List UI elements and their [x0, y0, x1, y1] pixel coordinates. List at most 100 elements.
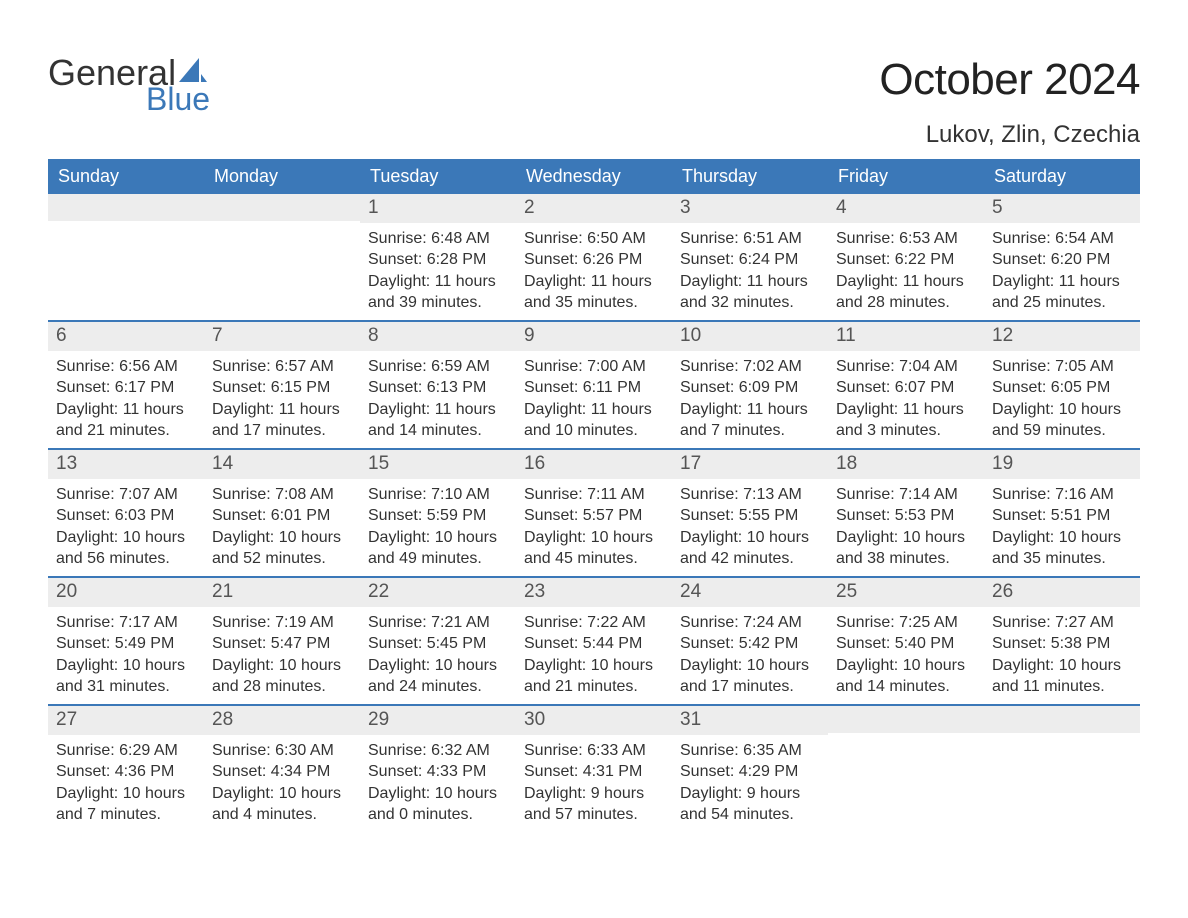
- day-number: 11: [828, 322, 984, 351]
- day-body: Sunrise: 6:48 AMSunset: 6:28 PMDaylight:…: [360, 223, 516, 319]
- sunrise-line: Sunrise: 7:24 AM: [680, 613, 820, 634]
- sunrise-line: Sunrise: 7:07 AM: [56, 485, 196, 506]
- day-number: 13: [48, 450, 204, 479]
- sunset-line: Sunset: 5:42 PM: [680, 634, 820, 655]
- day-cell: 4Sunrise: 6:53 AMSunset: 6:22 PMDaylight…: [828, 194, 984, 320]
- day-cell: 1Sunrise: 6:48 AMSunset: 6:28 PMDaylight…: [360, 194, 516, 320]
- sunset-line: Sunset: 6:17 PM: [56, 378, 196, 399]
- sunset-line: Sunset: 6:05 PM: [992, 378, 1132, 399]
- location: Lukov, Zlin, Czechia: [879, 121, 1140, 149]
- sunset-line: Sunset: 4:29 PM: [680, 762, 820, 783]
- daylight-line: Daylight: 10 hours and 28 minutes.: [212, 656, 352, 698]
- sunset-line: Sunset: 4:34 PM: [212, 762, 352, 783]
- day-number: 14: [204, 450, 360, 479]
- day-number: 9: [516, 322, 672, 351]
- sunset-line: Sunset: 6:13 PM: [368, 378, 508, 399]
- day-body: Sunrise: 7:07 AMSunset: 6:03 PMDaylight:…: [48, 479, 204, 575]
- sunrise-line: Sunrise: 7:10 AM: [368, 485, 508, 506]
- day-cell: 16Sunrise: 7:11 AMSunset: 5:57 PMDayligh…: [516, 450, 672, 576]
- daylight-line: Daylight: 11 hours and 3 minutes.: [836, 400, 976, 442]
- sunrise-line: Sunrise: 6:57 AM: [212, 357, 352, 378]
- day-body: Sunrise: 6:29 AMSunset: 4:36 PMDaylight:…: [48, 735, 204, 831]
- weekday-header-row: SundayMondayTuesdayWednesdayThursdayFrid…: [48, 159, 1140, 194]
- brand-text-blue: Blue: [146, 83, 210, 115]
- sunset-line: Sunset: 5:44 PM: [524, 634, 664, 655]
- weekday-header: Monday: [204, 159, 360, 194]
- day-number: 7: [204, 322, 360, 351]
- day-number: 2: [516, 194, 672, 223]
- day-number: 29: [360, 706, 516, 735]
- day-cell: [984, 706, 1140, 832]
- day-body: Sunrise: 6:30 AMSunset: 4:34 PMDaylight:…: [204, 735, 360, 831]
- sunset-line: Sunset: 4:36 PM: [56, 762, 196, 783]
- sunrise-line: Sunrise: 7:21 AM: [368, 613, 508, 634]
- day-body: Sunrise: 7:17 AMSunset: 5:49 PMDaylight:…: [48, 607, 204, 703]
- day-number: 15: [360, 450, 516, 479]
- day-cell: 20Sunrise: 7:17 AMSunset: 5:49 PMDayligh…: [48, 578, 204, 704]
- day-cell: 31Sunrise: 6:35 AMSunset: 4:29 PMDayligh…: [672, 706, 828, 832]
- day-body: Sunrise: 6:50 AMSunset: 6:26 PMDaylight:…: [516, 223, 672, 319]
- sunset-line: Sunset: 5:38 PM: [992, 634, 1132, 655]
- day-body: Sunrise: 7:00 AMSunset: 6:11 PMDaylight:…: [516, 351, 672, 447]
- day-cell: 3Sunrise: 6:51 AMSunset: 6:24 PMDaylight…: [672, 194, 828, 320]
- day-number: 21: [204, 578, 360, 607]
- daylight-line: Daylight: 10 hours and 56 minutes.: [56, 528, 196, 570]
- sunrise-line: Sunrise: 6:29 AM: [56, 741, 196, 762]
- week-row: 13Sunrise: 7:07 AMSunset: 6:03 PMDayligh…: [48, 448, 1140, 576]
- day-cell: 27Sunrise: 6:29 AMSunset: 4:36 PMDayligh…: [48, 706, 204, 832]
- sunset-line: Sunset: 6:28 PM: [368, 250, 508, 271]
- day-body: Sunrise: 7:02 AMSunset: 6:09 PMDaylight:…: [672, 351, 828, 447]
- weekday-header: Tuesday: [360, 159, 516, 194]
- day-body: Sunrise: 7:14 AMSunset: 5:53 PMDaylight:…: [828, 479, 984, 575]
- sunset-line: Sunset: 6:03 PM: [56, 506, 196, 527]
- sunrise-line: Sunrise: 6:35 AM: [680, 741, 820, 762]
- day-body: Sunrise: 7:21 AMSunset: 5:45 PMDaylight:…: [360, 607, 516, 703]
- day-cell: 25Sunrise: 7:25 AMSunset: 5:40 PMDayligh…: [828, 578, 984, 704]
- day-cell: 22Sunrise: 7:21 AMSunset: 5:45 PMDayligh…: [360, 578, 516, 704]
- day-cell: 24Sunrise: 7:24 AMSunset: 5:42 PMDayligh…: [672, 578, 828, 704]
- week-row: 20Sunrise: 7:17 AMSunset: 5:49 PMDayligh…: [48, 576, 1140, 704]
- sunrise-line: Sunrise: 7:05 AM: [992, 357, 1132, 378]
- day-number: 22: [360, 578, 516, 607]
- sunset-line: Sunset: 6:09 PM: [680, 378, 820, 399]
- daylight-line: Daylight: 10 hours and 14 minutes.: [836, 656, 976, 698]
- weekday-header: Friday: [828, 159, 984, 194]
- sunset-line: Sunset: 5:55 PM: [680, 506, 820, 527]
- daylight-line: Daylight: 11 hours and 35 minutes.: [524, 272, 664, 314]
- sunset-line: Sunset: 5:47 PM: [212, 634, 352, 655]
- daylight-line: Daylight: 11 hours and 39 minutes.: [368, 272, 508, 314]
- day-cell: 26Sunrise: 7:27 AMSunset: 5:38 PMDayligh…: [984, 578, 1140, 704]
- day-cell: 14Sunrise: 7:08 AMSunset: 6:01 PMDayligh…: [204, 450, 360, 576]
- day-body: Sunrise: 7:05 AMSunset: 6:05 PMDaylight:…: [984, 351, 1140, 447]
- sunrise-line: Sunrise: 6:56 AM: [56, 357, 196, 378]
- day-body: Sunrise: 7:27 AMSunset: 5:38 PMDaylight:…: [984, 607, 1140, 703]
- day-body: Sunrise: 6:35 AMSunset: 4:29 PMDaylight:…: [672, 735, 828, 831]
- day-body: Sunrise: 7:22 AMSunset: 5:44 PMDaylight:…: [516, 607, 672, 703]
- sunset-line: Sunset: 6:11 PM: [524, 378, 664, 399]
- sunset-line: Sunset: 4:33 PM: [368, 762, 508, 783]
- daylight-line: Daylight: 10 hours and 49 minutes.: [368, 528, 508, 570]
- day-body: Sunrise: 6:54 AMSunset: 6:20 PMDaylight:…: [984, 223, 1140, 319]
- day-body: Sunrise: 7:11 AMSunset: 5:57 PMDaylight:…: [516, 479, 672, 575]
- daylight-line: Daylight: 11 hours and 28 minutes.: [836, 272, 976, 314]
- sunset-line: Sunset: 5:59 PM: [368, 506, 508, 527]
- sunrise-line: Sunrise: 7:16 AM: [992, 485, 1132, 506]
- sunrise-line: Sunrise: 7:17 AM: [56, 613, 196, 634]
- day-number: 10: [672, 322, 828, 351]
- day-cell: [48, 194, 204, 320]
- weekday-header: Sunday: [48, 159, 204, 194]
- sunset-line: Sunset: 6:01 PM: [212, 506, 352, 527]
- day-body: Sunrise: 7:04 AMSunset: 6:07 PMDaylight:…: [828, 351, 984, 447]
- day-cell: 6Sunrise: 6:56 AMSunset: 6:17 PMDaylight…: [48, 322, 204, 448]
- sunset-line: Sunset: 6:07 PM: [836, 378, 976, 399]
- day-cell: 8Sunrise: 6:59 AMSunset: 6:13 PMDaylight…: [360, 322, 516, 448]
- day-number: 24: [672, 578, 828, 607]
- day-body: Sunrise: 7:25 AMSunset: 5:40 PMDaylight:…: [828, 607, 984, 703]
- day-number: 5: [984, 194, 1140, 223]
- weekday-header: Saturday: [984, 159, 1140, 194]
- day-body: Sunrise: 7:08 AMSunset: 6:01 PMDaylight:…: [204, 479, 360, 575]
- day-cell: 30Sunrise: 6:33 AMSunset: 4:31 PMDayligh…: [516, 706, 672, 832]
- sunset-line: Sunset: 5:45 PM: [368, 634, 508, 655]
- sunrise-line: Sunrise: 7:04 AM: [836, 357, 976, 378]
- title-block: October 2024 Lukov, Zlin, Czechia: [879, 55, 1140, 149]
